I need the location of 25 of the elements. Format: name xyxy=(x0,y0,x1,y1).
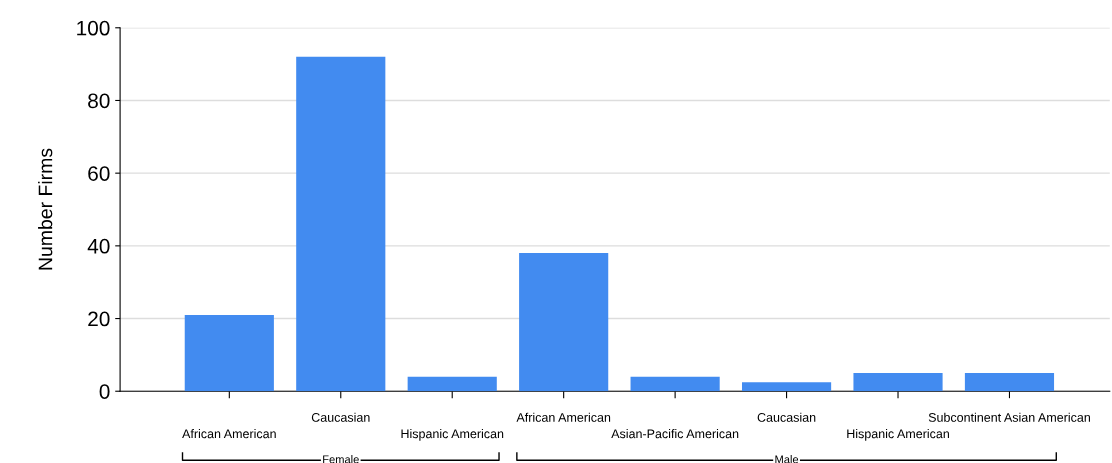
text: Female xyxy=(323,455,359,463)
y-tick-label: 0 xyxy=(99,384,110,399)
x-tick-label: Caucasian xyxy=(311,412,370,422)
x-tick-label: Hispanic American xyxy=(401,429,504,441)
bar xyxy=(407,376,497,392)
bar xyxy=(964,373,1055,392)
bar xyxy=(741,382,832,392)
bar xyxy=(853,373,943,392)
y-tick-label: 80 xyxy=(88,93,110,109)
x-tick-label: Caucasian xyxy=(757,412,816,422)
x-tick-label: Asian-Pacific American xyxy=(611,429,739,439)
x-tick-label: Subcontinent Asian American xyxy=(928,412,1090,422)
x-tick-label: African American xyxy=(516,412,611,422)
text: Male xyxy=(775,455,799,463)
y-tick-label: 60 xyxy=(88,166,110,181)
y-tick-label: 100 xyxy=(77,20,110,36)
bar xyxy=(184,314,274,392)
x-tick-label: Hispanic American xyxy=(847,429,949,441)
y-axis-title: Number Firms xyxy=(38,148,53,270)
bar xyxy=(296,56,386,392)
y-tick-label: 40 xyxy=(87,238,110,254)
x-tick-label: African American xyxy=(182,429,276,439)
bar xyxy=(630,376,720,392)
bar xyxy=(519,253,609,392)
y-tick-label: 20 xyxy=(88,311,110,327)
